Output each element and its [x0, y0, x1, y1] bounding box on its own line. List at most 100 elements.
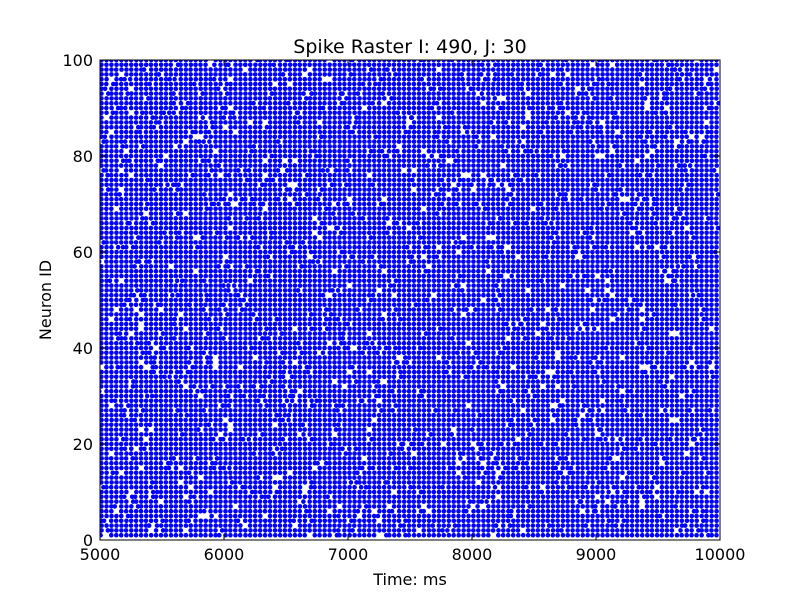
spike-dot — [228, 206, 233, 212]
spike-dot — [312, 489, 318, 495]
spike-dot — [208, 220, 213, 226]
spike-dot — [223, 105, 228, 111]
spike-dot — [263, 292, 268, 298]
spike-dot — [173, 60, 179, 63]
spike-dot — [158, 302, 164, 308]
spike-dot — [153, 144, 159, 149]
spike-dot — [322, 211, 328, 216]
spike-dot — [213, 60, 218, 63]
spike-dot — [262, 465, 268, 471]
spike-dot — [342, 326, 347, 332]
spike-dot — [307, 86, 313, 92]
spike-dot — [124, 504, 129, 509]
spike-dot — [302, 268, 308, 274]
spike-dot — [272, 91, 278, 96]
spike-dot — [100, 494, 104, 500]
spike-dot — [138, 441, 144, 447]
spike-dot — [282, 513, 288, 519]
spike-dot — [342, 369, 347, 375]
spike-dot — [148, 216, 154, 221]
spike-dot — [282, 499, 288, 504]
spike-dot — [168, 417, 174, 423]
spike-dot — [143, 110, 149, 116]
spike-dot — [252, 196, 258, 202]
spike-dot — [198, 211, 203, 216]
spike-dot — [272, 100, 278, 106]
spike-dot — [190, 129, 195, 135]
spike-dot — [143, 412, 149, 418]
spike-dot — [138, 302, 144, 308]
spike-dot — [118, 196, 124, 202]
spike-dot — [104, 182, 109, 188]
spike-dot — [307, 177, 313, 183]
spike-dot — [317, 528, 322, 533]
spike-dot — [243, 432, 248, 437]
spike-dot — [178, 523, 183, 528]
spike-dot — [282, 76, 288, 82]
spike-dot — [282, 211, 288, 216]
spike-dot — [312, 115, 317, 120]
spike-dot — [188, 436, 193, 442]
spike-dot — [158, 158, 164, 164]
spike-dot — [208, 206, 213, 212]
spike-dot — [138, 76, 144, 82]
spike-dot — [282, 292, 288, 298]
spike-dot — [183, 508, 189, 514]
spike-dot — [114, 312, 119, 317]
spike-dot — [138, 393, 144, 399]
spike-dot — [109, 273, 114, 279]
spike-dot — [312, 364, 318, 370]
spike-dot — [228, 129, 233, 135]
spike-dot — [267, 240, 273, 245]
spike-dot — [148, 307, 154, 312]
spike-dot — [198, 316, 204, 322]
spike-dot — [128, 168, 134, 173]
spike-dot — [277, 321, 283, 327]
spike-dot — [143, 259, 149, 264]
spike-dot — [208, 340, 214, 346]
spike-dot — [267, 331, 273, 336]
spike-dot — [208, 441, 214, 447]
spike-dot — [317, 278, 322, 284]
spike-dot — [327, 345, 333, 351]
spike-dot — [237, 427, 243, 432]
spike-dot — [252, 484, 258, 490]
spike-dot — [188, 216, 194, 221]
spike-dot — [223, 451, 228, 456]
spike-dot — [158, 513, 164, 519]
spike-dot — [198, 67, 203, 72]
spike-dot — [342, 432, 347, 437]
spike-dot — [143, 326, 149, 332]
spike-dot — [148, 532, 154, 538]
spike-dot — [322, 153, 327, 159]
spike-dot — [303, 96, 309, 101]
spike-dot — [247, 446, 253, 452]
spike-dot — [337, 81, 342, 87]
spike-dot — [337, 105, 343, 111]
spike-dot — [277, 278, 283, 284]
spike-dot — [257, 532, 263, 538]
spike-dot — [203, 499, 208, 504]
spike-dot — [228, 259, 233, 264]
spike-dot — [238, 355, 243, 360]
spike-dot — [327, 518, 332, 524]
spike-dot — [322, 340, 328, 346]
spike-dot — [307, 379, 313, 384]
spike-dot — [148, 225, 154, 231]
spike-dot — [347, 235, 352, 240]
spike-dot — [173, 465, 179, 471]
spike-dot — [153, 139, 159, 144]
spike-dot — [287, 508, 293, 514]
spike-dot — [337, 292, 342, 298]
spike-dot — [312, 508, 318, 514]
spike-dot — [272, 283, 278, 288]
spike-dot — [123, 484, 129, 490]
spike-dot — [258, 206, 263, 212]
spike-dot — [337, 532, 342, 538]
spike-dot — [153, 393, 159, 399]
spike-dot — [213, 441, 219, 447]
spike-dot — [108, 456, 114, 461]
spike-dot — [173, 124, 179, 130]
spike-dot — [337, 76, 342, 82]
spike-dot — [178, 499, 184, 504]
